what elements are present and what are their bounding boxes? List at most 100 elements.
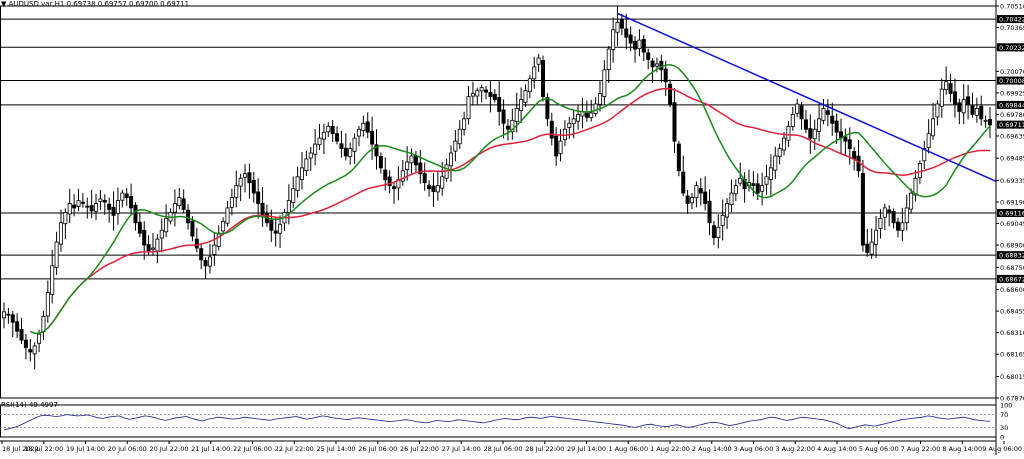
candle-body xyxy=(738,177,743,184)
rsi-axis-label: 100 xyxy=(1000,402,1012,410)
level-price-label: 0.70422 xyxy=(999,16,1024,24)
candle-body xyxy=(308,152,313,159)
candle-body xyxy=(703,191,708,204)
candle-body xyxy=(733,185,738,195)
candle-body xyxy=(159,229,164,239)
candle-body xyxy=(852,151,857,160)
candle-body xyxy=(589,112,594,119)
candle-body xyxy=(365,121,370,133)
x-tick-label: 27 Jul 14:00 xyxy=(442,445,481,453)
level-price-tag xyxy=(997,100,1024,109)
candle-body xyxy=(970,105,975,115)
candle-body xyxy=(260,202,265,216)
candle-body xyxy=(435,185,440,193)
candle-body xyxy=(124,193,129,198)
candle-body xyxy=(172,203,177,213)
candle-body xyxy=(576,113,581,122)
candle-body xyxy=(335,133,340,142)
candle-body xyxy=(63,211,68,225)
level-price-label: 0.70232 xyxy=(999,44,1024,52)
candle-body xyxy=(558,140,563,155)
candle-body xyxy=(89,205,94,212)
x-tick-label: 18 Jul 22:00 xyxy=(24,445,63,453)
x-tick-label: 4 Aug 14:00 xyxy=(817,445,857,453)
candle-body xyxy=(935,103,940,118)
candle-body xyxy=(80,201,85,204)
candle-body xyxy=(584,112,589,118)
candle-body xyxy=(786,125,791,141)
y-tick-label: 0.68165 xyxy=(1000,351,1024,359)
candle-body xyxy=(216,232,221,247)
x-tick-label: 25 Jul 14:00 xyxy=(317,445,356,453)
candle-body xyxy=(19,329,24,341)
rsi-axis-label: 0 xyxy=(1000,434,1004,442)
candle-body xyxy=(207,256,212,267)
candle-body xyxy=(129,196,134,209)
rsi-label: RSI(14) 49.4997 xyxy=(1,401,58,409)
candle-body xyxy=(646,52,651,60)
candle-body xyxy=(510,119,515,133)
candle-body xyxy=(177,197,182,206)
candle-body xyxy=(882,207,887,218)
current-price-label: 0.69711 xyxy=(999,121,1024,129)
candle-body xyxy=(111,206,116,216)
x-tick-label: 20 Jul 22:00 xyxy=(150,445,189,453)
candle-body xyxy=(466,96,471,120)
candle-body xyxy=(567,122,572,128)
candle-body xyxy=(505,125,510,130)
y-tick-label: 0.69045 xyxy=(1000,220,1024,228)
level-price-label: 0.69116 xyxy=(999,209,1024,217)
candle-body xyxy=(392,186,397,190)
candle-body xyxy=(988,119,993,126)
candle-body xyxy=(904,207,909,224)
rsi-axis-label: 70 xyxy=(1000,411,1008,419)
candle-body xyxy=(107,203,112,210)
candle-body xyxy=(221,220,226,232)
candle-body xyxy=(593,103,598,114)
main-pane-border xyxy=(0,5,997,399)
candle-body xyxy=(76,200,81,207)
x-tick-label: 22 Jul 22:00 xyxy=(275,445,314,453)
candle-body xyxy=(606,48,611,70)
candle-body xyxy=(895,221,900,231)
rsi-header: RSI(14) 49.4997 xyxy=(1,401,58,409)
candle-body xyxy=(72,204,77,209)
candle-body xyxy=(120,192,125,201)
level-price-tag xyxy=(997,251,1024,260)
candle-body xyxy=(597,93,602,105)
candle-body xyxy=(519,99,524,111)
candle-body xyxy=(492,93,497,100)
candle-body xyxy=(273,230,278,234)
candle-body xyxy=(479,87,484,92)
candle-body xyxy=(164,217,169,233)
candle-body xyxy=(356,128,361,137)
candle-body xyxy=(313,143,318,155)
candle-body xyxy=(212,244,217,255)
candle-body xyxy=(874,229,879,245)
level-price-tag xyxy=(997,274,1024,283)
candle-body xyxy=(694,185,699,199)
candle-body xyxy=(229,197,234,208)
candle-body xyxy=(633,40,638,50)
candle-body xyxy=(256,191,261,204)
candle-body xyxy=(54,241,59,268)
candle-body xyxy=(94,203,99,212)
candle-body xyxy=(545,97,550,120)
candle-body xyxy=(939,88,944,107)
candle-body xyxy=(361,122,366,131)
collapse-arrow-icon[interactable]: ▼ xyxy=(1,0,7,8)
candle-body xyxy=(760,185,765,192)
y-tick-label: 0.68015 xyxy=(1000,373,1024,381)
current-price-tag xyxy=(997,120,1024,129)
candle-body xyxy=(782,137,787,151)
candle-body xyxy=(917,162,922,179)
candle-body xyxy=(790,113,795,127)
candle-body xyxy=(711,225,716,239)
x-tick-label: 7 Aug 22:00 xyxy=(901,445,941,453)
candle-body xyxy=(676,143,681,172)
candle-body xyxy=(405,161,410,170)
